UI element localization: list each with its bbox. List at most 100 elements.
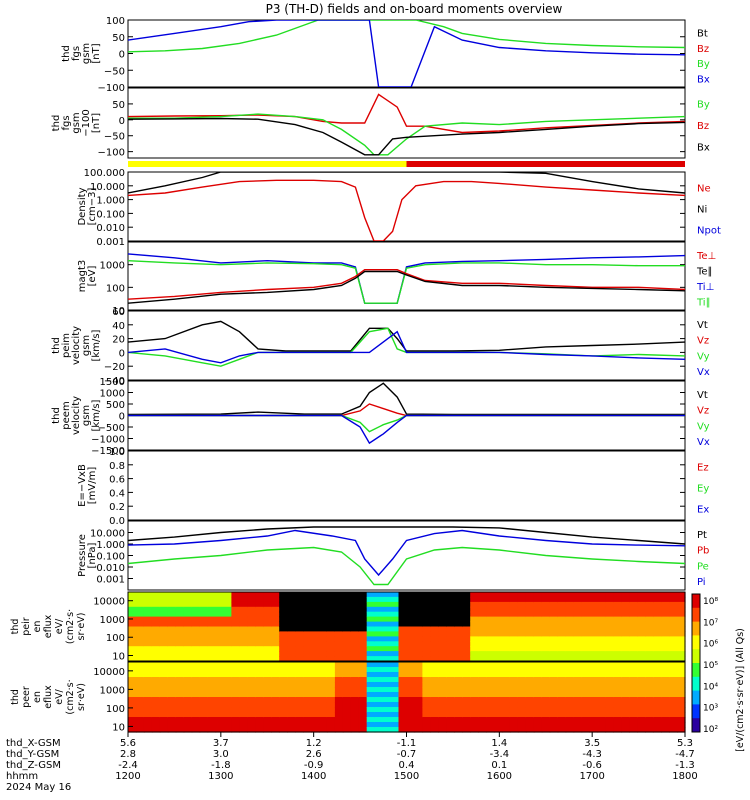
spectrogram-cell xyxy=(478,717,487,723)
spectrogram-cell xyxy=(159,606,169,613)
spectrogram-cell xyxy=(311,656,320,662)
spectrogram-cell xyxy=(462,611,471,618)
spectrogram-cell xyxy=(605,656,614,662)
spectrogram-cell xyxy=(557,631,567,637)
spectrogram-cell xyxy=(669,611,678,618)
spectrogram-cell xyxy=(207,641,217,647)
spectrogram-cell xyxy=(565,667,575,673)
spectrogram-cell xyxy=(175,621,185,628)
spectrogram-cell xyxy=(136,592,145,598)
spectrogram-cell xyxy=(390,596,400,603)
spectrogram-cell xyxy=(136,677,145,683)
spectrogram-cell xyxy=(525,727,535,733)
spectrogram-cell xyxy=(573,646,583,652)
spectrogram-cell xyxy=(287,717,296,723)
spectrogram-cell xyxy=(541,687,551,693)
spectrogram-cell xyxy=(470,712,479,718)
x-tick-label: -1.8 xyxy=(211,760,231,771)
spectrogram-cell xyxy=(374,606,384,613)
spectrogram-cell xyxy=(438,596,447,603)
spectrogram-cell xyxy=(605,672,614,678)
spectrogram-cell xyxy=(311,662,320,668)
spectrogram-cell xyxy=(669,722,678,728)
spectrogram-cell xyxy=(159,667,169,673)
legend-entry: Vy xyxy=(697,351,710,362)
spectrogram-cell xyxy=(390,722,400,728)
spectrogram-cell xyxy=(565,656,575,662)
spectrogram-cell xyxy=(128,596,137,603)
spectrogram-cell xyxy=(231,702,240,708)
spectrogram-cell xyxy=(136,662,145,668)
spectrogram-cell xyxy=(438,702,447,708)
spectrogram-cell xyxy=(239,611,248,618)
spectrogram-cell xyxy=(311,717,320,723)
spectrogram-cell xyxy=(430,692,439,698)
legend-entry: By xyxy=(697,59,710,70)
spectrogram-cell xyxy=(454,692,463,698)
spectrogram-cell xyxy=(462,702,471,708)
spectrogram-cell xyxy=(446,717,455,723)
status-bar-segment xyxy=(406,161,685,167)
spectrogram-cell xyxy=(295,662,304,668)
spectrogram-cell xyxy=(175,631,185,637)
spectrogram-cell xyxy=(199,707,209,713)
spectrogram-cell xyxy=(589,722,599,728)
spectrogram-cell xyxy=(565,662,575,668)
spectrogram-cell xyxy=(422,667,431,673)
series-line xyxy=(128,260,685,304)
spectrogram-cell xyxy=(549,712,559,718)
spectrogram-cell xyxy=(669,707,678,713)
y-tick-label: 10 xyxy=(112,652,125,663)
spectrogram-cell xyxy=(390,601,400,608)
spectrogram-cell xyxy=(183,677,193,683)
spectrogram-cell xyxy=(303,687,312,693)
spectrogram-cell xyxy=(589,707,599,713)
spectrogram-cell xyxy=(629,662,638,668)
spectrogram-cell xyxy=(175,697,185,703)
spectrogram-cell xyxy=(295,611,304,618)
spectrogram-cell xyxy=(207,631,217,637)
y-axis-label: fgs xyxy=(71,46,82,61)
spectrogram-cell xyxy=(517,672,527,678)
spectrogram-cell xyxy=(303,592,312,598)
spectrogram-cell xyxy=(446,656,455,662)
spectrogram-cell xyxy=(159,641,169,647)
spectrogram-cell xyxy=(605,712,614,718)
spectrogram-cell xyxy=(517,717,527,723)
spectrogram-cell xyxy=(661,626,670,632)
spectrogram-cell xyxy=(581,596,591,603)
spectrogram-cell xyxy=(215,606,225,613)
spectrogram-cell xyxy=(295,712,304,718)
spectrogram-cell xyxy=(319,656,328,662)
y-axis-label: thd xyxy=(51,407,62,424)
spectrogram-cell xyxy=(653,707,662,713)
spectrogram-cell xyxy=(653,727,662,733)
spectrogram-cell xyxy=(541,712,551,718)
spectrogram-cell xyxy=(231,687,240,693)
spectrogram-cell xyxy=(525,717,535,723)
spectrogram-cell xyxy=(613,596,622,603)
spectrogram-cell xyxy=(350,707,360,713)
spectrogram-cell xyxy=(605,687,614,693)
spectrogram-cell xyxy=(462,717,471,723)
spectrogram-cell xyxy=(470,646,479,652)
spectrogram-cell xyxy=(637,656,646,662)
spectrogram-cell xyxy=(143,687,153,693)
spectrogram-cell xyxy=(382,596,392,603)
spectrogram-cell xyxy=(486,702,495,708)
panel-frame xyxy=(127,19,686,88)
spectrogram-cell xyxy=(319,727,328,733)
spectrogram-cell xyxy=(151,692,161,698)
spectrogram-cell xyxy=(597,727,607,733)
spectrogram-cell xyxy=(334,677,344,683)
legend-entry: Vx xyxy=(697,437,710,448)
spectrogram-cell xyxy=(279,722,288,728)
spectrogram-cell xyxy=(374,722,384,728)
spectrogram-cell xyxy=(502,697,511,703)
spectrogram-cell xyxy=(470,682,479,688)
spectrogram-cell xyxy=(517,596,527,603)
spectrogram-cell xyxy=(390,727,400,733)
spectrogram-cell xyxy=(645,677,654,683)
spectrogram-cell xyxy=(653,667,662,673)
spectrogram-cell xyxy=(231,606,240,613)
